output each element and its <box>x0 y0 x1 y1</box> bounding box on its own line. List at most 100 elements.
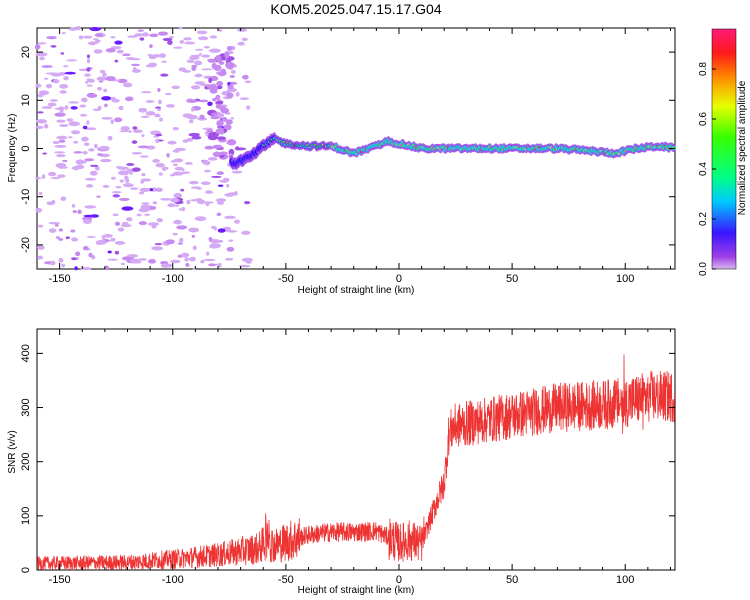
noise-speckle <box>82 125 88 130</box>
noise-speckle <box>138 107 148 113</box>
figure-title: KOM5.2025.047.15.17.G04 <box>270 1 441 17</box>
noise-speckle <box>137 145 150 149</box>
noise-speckle <box>114 250 120 255</box>
snr-series-line <box>36 354 676 571</box>
noise-speckle <box>157 108 162 112</box>
noise-speckle <box>167 40 173 46</box>
noise-speckle <box>199 114 205 120</box>
noise-speckle <box>230 69 236 74</box>
spectrogram-xtick-label: -50 <box>278 273 294 285</box>
noise-speckle <box>132 167 141 172</box>
noise-speckle <box>138 258 147 261</box>
noise-speckle <box>74 266 78 271</box>
noise-speckle <box>88 148 95 152</box>
noise-speckle <box>238 264 251 268</box>
noise-speckle <box>39 56 45 61</box>
noise-speckle <box>127 35 138 38</box>
noise-speckle <box>226 246 235 252</box>
noise-speckle <box>216 201 225 205</box>
noise-speckle <box>191 64 198 68</box>
noise-speckle <box>216 136 227 140</box>
spectrogram-ylabel: Frequency (Hz) <box>7 114 18 183</box>
noise-speckle <box>46 36 57 40</box>
noise-speckle <box>224 51 230 59</box>
noise-speckle <box>149 206 157 210</box>
noise-speckle <box>50 176 61 180</box>
noise-speckle <box>140 204 152 210</box>
noise-speckle <box>36 42 47 45</box>
noise-speckle <box>141 202 150 205</box>
noise-speckle <box>112 213 119 217</box>
noise-speckle <box>204 191 214 194</box>
noise-speckle <box>86 235 96 238</box>
noise-speckle <box>84 142 90 146</box>
noise-speckle <box>218 29 222 32</box>
noise-speckle <box>89 164 99 167</box>
colorbar-label: Normalized spectral amplitude <box>737 80 748 215</box>
noise-speckle <box>184 41 196 45</box>
noise-speckle <box>172 149 180 153</box>
noise-speckle <box>195 48 204 51</box>
noise-speckle <box>185 262 190 267</box>
noise-speckle <box>225 119 233 125</box>
noise-speckle <box>145 100 155 103</box>
noise-speckle <box>111 98 120 103</box>
noise-speckle <box>204 145 215 150</box>
spectrogram-ytick-label: -20 <box>20 237 32 253</box>
noise-speckle <box>208 48 221 53</box>
noise-speckle <box>213 64 222 72</box>
noise-speckle <box>178 208 183 211</box>
noise-speckle <box>101 117 113 120</box>
noise-speckle <box>227 84 234 90</box>
noise-speckle <box>80 267 92 271</box>
noise-speckle <box>241 37 248 41</box>
noise-speckle <box>86 84 93 87</box>
noise-speckle <box>60 136 65 140</box>
noise-speckle <box>144 213 151 216</box>
noise-speckle <box>159 117 163 122</box>
noise-speckle <box>114 240 126 245</box>
noise-speckle <box>101 234 106 239</box>
noise-speckle <box>170 259 181 264</box>
noise-speckle <box>157 88 161 92</box>
noise-speckle <box>225 61 235 69</box>
noise-speckle <box>216 81 224 86</box>
noise-speckle <box>207 133 218 141</box>
noise-speckle <box>226 45 233 51</box>
noise-speckle <box>190 85 201 90</box>
noise-speckle <box>216 171 224 176</box>
noise-speckle <box>82 35 93 39</box>
noise-speckle <box>47 102 57 107</box>
noise-speckle <box>89 26 102 32</box>
noise-speckle <box>41 65 53 68</box>
noise-speckle <box>171 85 180 90</box>
noise-speckle <box>122 53 131 57</box>
noise-speckle <box>211 112 219 116</box>
noise-speckle <box>230 117 234 120</box>
noise-speckle <box>110 119 114 125</box>
noise-speckle <box>201 181 211 186</box>
noise-speckle <box>156 217 163 223</box>
noise-speckle <box>207 101 213 106</box>
noise-speckle <box>209 35 218 39</box>
noise-speckle <box>226 230 238 233</box>
noise-speckle <box>49 228 57 233</box>
noise-speckle <box>149 44 153 49</box>
snr-xtick-label: -50 <box>278 574 294 586</box>
noise-speckle <box>215 54 222 62</box>
noise-speckle <box>111 191 122 194</box>
noise-speckle <box>165 104 175 108</box>
noise-speckle <box>154 113 161 118</box>
noise-speckle <box>84 205 97 209</box>
noise-speckle <box>231 170 243 174</box>
noise-speckle <box>112 194 120 198</box>
noise-speckle <box>228 192 237 195</box>
spectrogram-xtick-label: 0 <box>396 273 402 285</box>
spectrogram-xtick-label: -150 <box>49 273 71 285</box>
noise-speckle <box>72 210 77 214</box>
noise-speckle <box>55 163 67 168</box>
noise-speckle <box>223 124 232 131</box>
noise-speckle <box>114 40 123 45</box>
noise-speckle <box>131 140 138 144</box>
noise-speckle <box>114 59 119 63</box>
